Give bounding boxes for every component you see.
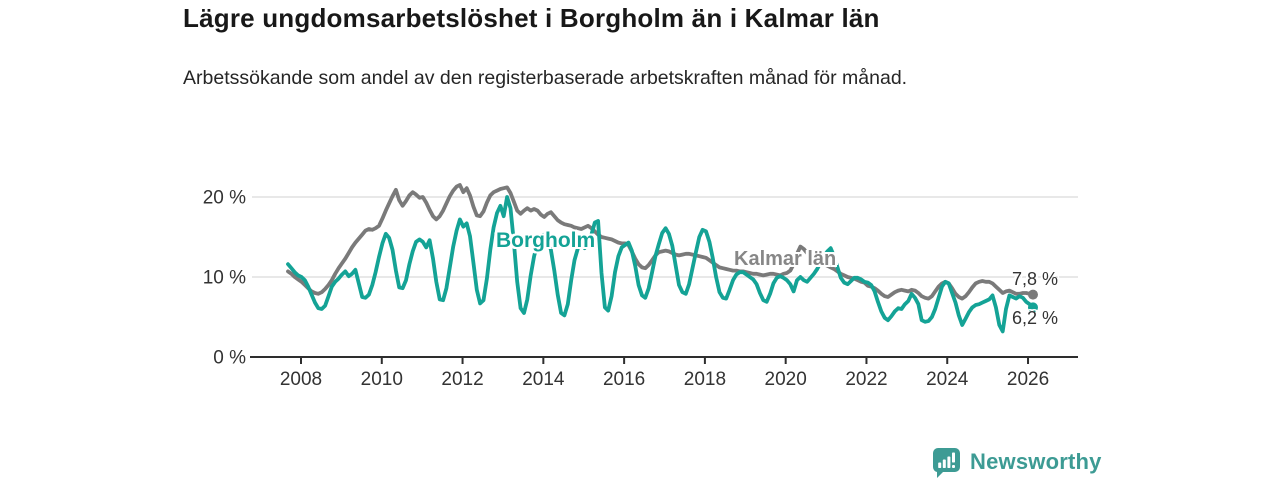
svg-text:2022: 2022 [845,369,887,390]
chart-subtitle: Arbetssökande som andel av den registerb… [183,67,908,89]
svg-text:2020: 2020 [765,369,807,390]
svg-text:10 %: 10 % [203,268,246,289]
svg-text:2024: 2024 [926,369,969,390]
svg-text:2016: 2016 [603,369,645,390]
svg-text:2014: 2014 [522,369,565,390]
series-label-borgholm: Borgholm [496,229,596,252]
svg-text:2012: 2012 [441,369,483,390]
svg-text:2026: 2026 [1007,369,1049,390]
series-label-kalmar: Kalmar län [734,248,837,270]
brand-text: Newsworthy [970,449,1102,474]
svg-text:2008: 2008 [280,369,322,390]
svg-text:2010: 2010 [361,369,403,390]
end-value-label-borgholm: 6,2 % [1012,308,1059,328]
end-value-label-kalmar: 7,8 % [1012,269,1059,289]
svg-text:20 %: 20 % [203,188,246,209]
chart-title: Lägre ungdomsarbetslöshet i Borgholm än … [183,3,880,33]
unemployment-line-chart: 0 % 10 % 20 % 2008 2010 2012 2014 2016 2018 2020 2… [203,183,1078,390]
newsworthy-logo: Newsworthy [931,446,1102,478]
bar-chart-speech-bubble-icon [932,448,960,478]
svg-text:0 %: 0 % [213,348,246,369]
svg-text:2018: 2018 [684,369,726,390]
